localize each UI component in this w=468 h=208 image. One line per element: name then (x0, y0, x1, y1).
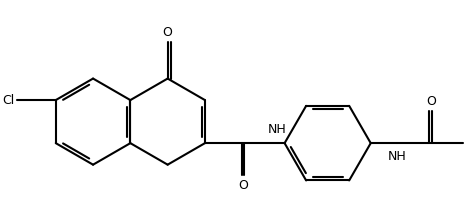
Text: O: O (239, 179, 249, 192)
Text: NH: NH (388, 151, 407, 163)
Text: O: O (426, 95, 436, 108)
Text: NH: NH (268, 123, 286, 136)
Text: Cl: Cl (2, 94, 15, 106)
Text: O: O (163, 26, 173, 39)
